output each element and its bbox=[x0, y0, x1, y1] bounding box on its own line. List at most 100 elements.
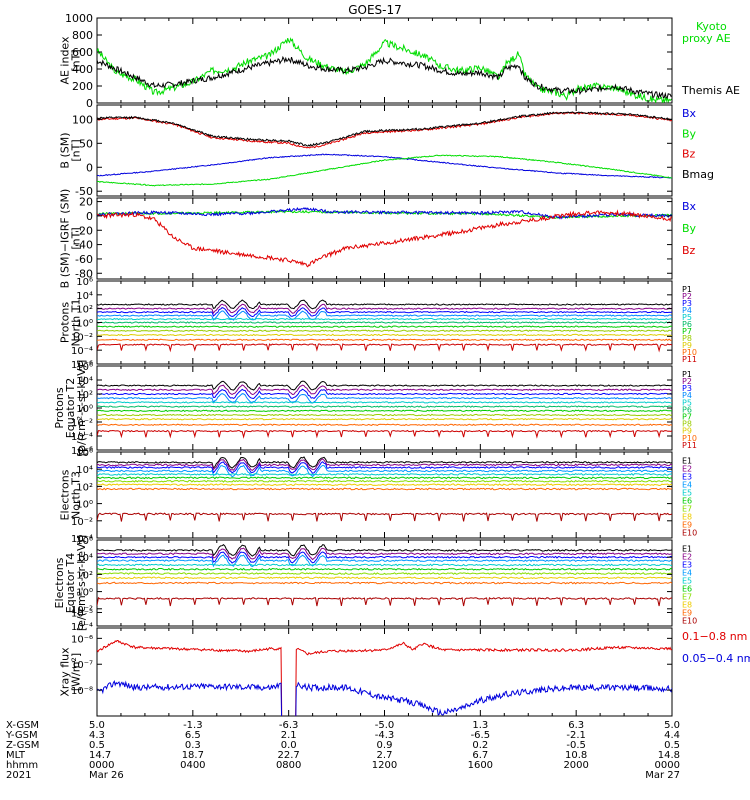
x-row-value: 1600 bbox=[468, 760, 493, 771]
y-tick-label: 10⁻⁴ bbox=[71, 622, 93, 633]
x-row-value: 6.7 bbox=[472, 750, 488, 761]
x-row-value: 0.5 bbox=[89, 740, 105, 751]
series-line-3 bbox=[97, 461, 672, 474]
legend-entry: Bmag bbox=[682, 168, 714, 181]
legend-entry: E10 bbox=[682, 617, 697, 626]
legend-entry: E8 bbox=[682, 601, 692, 610]
legend-entry: proxy AE bbox=[682, 32, 731, 45]
series-line-1 bbox=[97, 456, 672, 469]
x-row-value: Mar 26 bbox=[89, 770, 124, 781]
panel-frame bbox=[96, 365, 673, 451]
series-line-7 bbox=[97, 409, 672, 413]
series-line-11 bbox=[97, 429, 672, 439]
series-line-6 bbox=[97, 567, 672, 571]
x-row-value: 4.3 bbox=[89, 730, 105, 741]
series-line-7 bbox=[97, 325, 672, 328]
series-line-10 bbox=[97, 512, 672, 522]
legend-entry: P4 bbox=[682, 391, 692, 400]
x-row-value: -2.1 bbox=[566, 730, 586, 741]
y-tick-label: 10⁻² bbox=[71, 418, 93, 429]
y-axis-label: [nT] bbox=[70, 49, 83, 71]
y-tick-label: 20 bbox=[79, 196, 93, 209]
legend-entry: E4 bbox=[682, 481, 692, 490]
y-tick-label: -50 bbox=[75, 185, 93, 198]
series-line-red bbox=[97, 640, 672, 716]
y-tick-label: 10⁴ bbox=[76, 376, 93, 387]
y-tick-label: 400 bbox=[72, 63, 93, 76]
series-line-9 bbox=[97, 581, 672, 585]
x-row-value: 14.7 bbox=[89, 750, 111, 761]
legend-entry: P11 bbox=[682, 355, 697, 364]
series-line-red bbox=[97, 111, 672, 149]
panel-xray: 10⁻⁸ 10⁻⁷ 10⁻⁶ 10⁻⁵ Xray flux[W/m²] 0.1−0.8 n… bbox=[59, 608, 750, 717]
series-line-4 bbox=[97, 310, 672, 321]
y-tick-label: 10⁻⁸ bbox=[71, 686, 93, 697]
series-line-4 bbox=[97, 554, 672, 568]
series-line-black bbox=[97, 55, 672, 99]
legend-entry: E10 bbox=[682, 529, 697, 538]
series-line-8 bbox=[97, 413, 672, 417]
x-row-value: 0.3 bbox=[185, 740, 201, 751]
legend-entry: E3 bbox=[682, 473, 692, 482]
y-tick-label: 10⁴ bbox=[76, 553, 93, 564]
x-row-label: hhmm bbox=[6, 760, 38, 771]
y-tick-label: 10² bbox=[76, 305, 93, 316]
series-line-green bbox=[97, 154, 672, 187]
x-row-value: -6.5 bbox=[471, 730, 491, 741]
y-tick-label: 600 bbox=[72, 46, 93, 59]
series-line-8 bbox=[97, 576, 672, 580]
legend-entry: P1 bbox=[682, 370, 692, 379]
y-axis-label: Electrons bbox=[53, 557, 66, 608]
y-axis-label: Equator T4 bbox=[64, 553, 77, 613]
y-tick-label: 10² bbox=[76, 390, 93, 401]
series-line-2 bbox=[97, 547, 672, 561]
panel-frame bbox=[96, 197, 673, 280]
x-row-value: 0.2 bbox=[472, 740, 488, 751]
legend-entry: P5 bbox=[682, 398, 692, 407]
series-line-2 bbox=[97, 384, 672, 396]
y-tick-label: 200 bbox=[72, 80, 93, 93]
series-line-7 bbox=[97, 572, 672, 575]
panel-series bbox=[97, 207, 672, 268]
series-line-6 bbox=[97, 321, 672, 324]
legend-entry: E7 bbox=[682, 505, 692, 514]
legend-entry: E9 bbox=[682, 609, 692, 618]
y-tick-label: 10⁶ bbox=[76, 362, 93, 373]
x-row-value: 1200 bbox=[372, 760, 397, 771]
y-tick-label: -20 bbox=[75, 224, 93, 237]
series-line-10 bbox=[97, 338, 672, 342]
y-axis-label: [W/m²] bbox=[70, 653, 83, 691]
x-row-value: -0.5 bbox=[566, 740, 586, 751]
y-tick-label: 10⁰ bbox=[76, 500, 93, 511]
series-line-5 bbox=[97, 401, 672, 404]
y-tick-label: 10⁶ bbox=[76, 536, 93, 547]
y-tick-label: 10⁰ bbox=[76, 588, 93, 599]
legend-entry: E8 bbox=[682, 513, 692, 522]
series-line-4 bbox=[97, 393, 672, 404]
y-tick-label: 10⁶ bbox=[76, 448, 93, 459]
legend-entry: P2 bbox=[682, 292, 692, 301]
y-tick-label: 0 bbox=[86, 97, 93, 110]
y-axis-label: North T3 bbox=[70, 471, 83, 519]
legend-entry: P6 bbox=[682, 405, 692, 414]
series-line-1 bbox=[97, 299, 672, 310]
series-line-3 bbox=[97, 551, 672, 564]
panel-frame bbox=[96, 627, 673, 717]
legend-entry: P9 bbox=[682, 427, 692, 436]
y-tick-label: 10⁻⁴ bbox=[71, 534, 93, 545]
y-tick-label: 10⁻⁴ bbox=[71, 432, 93, 443]
y-tick-label: 10⁴ bbox=[76, 291, 93, 302]
y-tick-label: 10⁰ bbox=[76, 404, 93, 415]
x-row-value: 0.5 bbox=[664, 740, 680, 751]
series-line-5 bbox=[97, 563, 672, 567]
legend-entry: P9 bbox=[682, 341, 692, 350]
y-tick-label: 10⁻² bbox=[71, 332, 93, 343]
series-line-5 bbox=[97, 317, 672, 321]
y-axis-label: [nT] bbox=[70, 139, 83, 161]
plot-title: GOES-17 bbox=[348, 3, 402, 17]
panel-ae: 1000 800 600 400 200 0 AE index[nT] Kyotoproxy … bbox=[59, 12, 740, 110]
legend-entry: P10 bbox=[682, 348, 697, 357]
panel-series bbox=[97, 111, 672, 187]
